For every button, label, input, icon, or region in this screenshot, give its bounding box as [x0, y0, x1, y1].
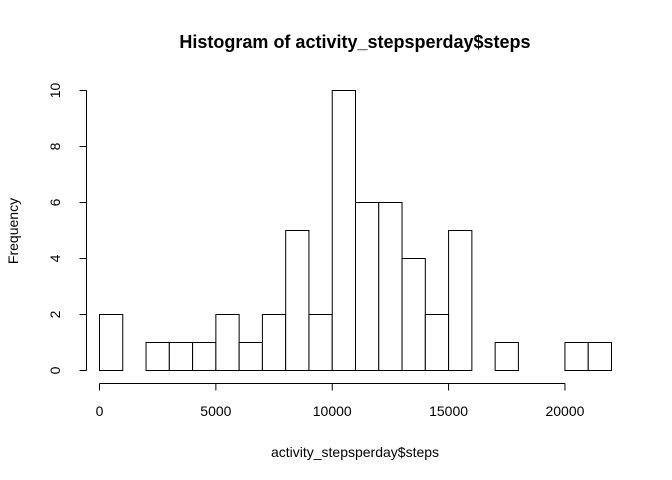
- y-tick-label: 6: [47, 198, 63, 206]
- x-axis-label: activity_stepsperday$steps: [271, 444, 439, 460]
- histogram-bar-4: [192, 342, 217, 371]
- histogram-bar-7: [261, 314, 287, 371]
- histogram-bar-6: [238, 342, 263, 371]
- y-tick-label: 2: [47, 310, 63, 318]
- y-tick-label: 10: [47, 83, 63, 99]
- x-tick-label: 15000: [429, 403, 468, 419]
- y-axis: 0 2 4 6 8 10: [47, 83, 87, 374]
- y-tick-label: 4: [47, 254, 63, 262]
- histogram-bar-15: [448, 230, 473, 371]
- histogram-bar-21: [587, 342, 613, 371]
- histogram-bar-10: [331, 90, 356, 371]
- histogram-bar-17: [494, 342, 519, 371]
- histogram-bar-9: [308, 314, 333, 371]
- x-tick-label: 0: [96, 403, 104, 419]
- histogram-bar-20: [564, 342, 589, 371]
- histogram-bar-0: [99, 314, 124, 371]
- chart-title: Histogram of activity_stepsperday$steps: [179, 32, 530, 52]
- x-tick-label: 20000: [545, 403, 584, 419]
- histogram-bar-8: [285, 230, 310, 371]
- histogram-bars: [99, 90, 613, 371]
- histogram-bar-11: [355, 202, 380, 371]
- histogram-bar-3: [168, 342, 194, 371]
- y-tick-label: 0: [47, 366, 63, 374]
- histogram-bar-13: [401, 258, 426, 371]
- y-tick-label: 8: [47, 142, 63, 150]
- y-axis-label: Frequency: [5, 198, 21, 264]
- x-tick-label: 10000: [313, 403, 352, 419]
- x-axis: 0 5000 10000 15000 20000: [96, 383, 585, 419]
- histogram-bar-12: [378, 202, 403, 371]
- histogram-bar-2: [145, 342, 170, 371]
- x-tick-label: 5000: [200, 403, 231, 419]
- histogram-bar-14: [424, 314, 450, 371]
- histogram-bar-5: [215, 314, 240, 371]
